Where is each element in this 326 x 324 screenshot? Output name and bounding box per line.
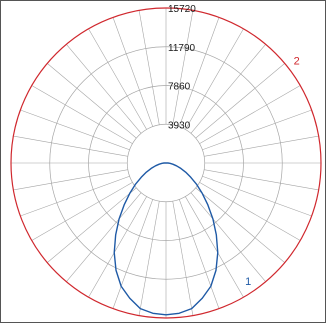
grid-spoke [112, 17, 154, 127]
grid-spoke [20, 175, 130, 217]
grid-spoke [190, 192, 266, 282]
grid-ring [49, 46, 283, 280]
grid-spoke [195, 63, 285, 139]
grid-spoke [47, 187, 137, 263]
curve-label: 2 [294, 55, 300, 67]
grid-spoke [138, 10, 160, 125]
grid-spoke [112, 199, 154, 309]
grid-spoke [178, 17, 220, 127]
ring-label: 15720 [168, 4, 196, 15]
grid-spoke [13, 169, 128, 191]
grid-spoke [202, 175, 312, 217]
grid-spoke [47, 63, 137, 139]
grid-spoke [178, 199, 220, 309]
grid-spoke [88, 196, 147, 298]
grid-spoke [31, 182, 133, 241]
series-curve-1 [113, 162, 219, 316]
outer-ring [10, 7, 322, 319]
grid-spoke [88, 28, 147, 130]
grid-spoke [199, 182, 301, 241]
grid-spoke [199, 85, 301, 144]
grid-ring [126, 123, 206, 203]
ring-label: 3930 [168, 120, 191, 131]
grid-spoke [66, 44, 142, 134]
grid-spoke [204, 135, 319, 157]
grid-spoke [202, 109, 312, 151]
grid-spoke [138, 201, 160, 316]
grid-ring [88, 85, 244, 241]
grid-spoke [172, 10, 194, 125]
grid-spoke [20, 109, 130, 151]
curve-label: 1 [245, 276, 251, 288]
grid-spoke [66, 192, 142, 282]
grid-spoke [185, 196, 244, 298]
ring-label: 7860 [168, 82, 191, 93]
grid-spoke [195, 187, 285, 263]
grid-spoke [185, 28, 244, 130]
grid-spoke [204, 169, 319, 191]
grid-spoke [172, 201, 194, 316]
grid-spoke [190, 44, 266, 134]
grid-spoke [31, 85, 133, 144]
grid-spoke [13, 135, 128, 157]
ring-label: 11790 [168, 43, 196, 54]
